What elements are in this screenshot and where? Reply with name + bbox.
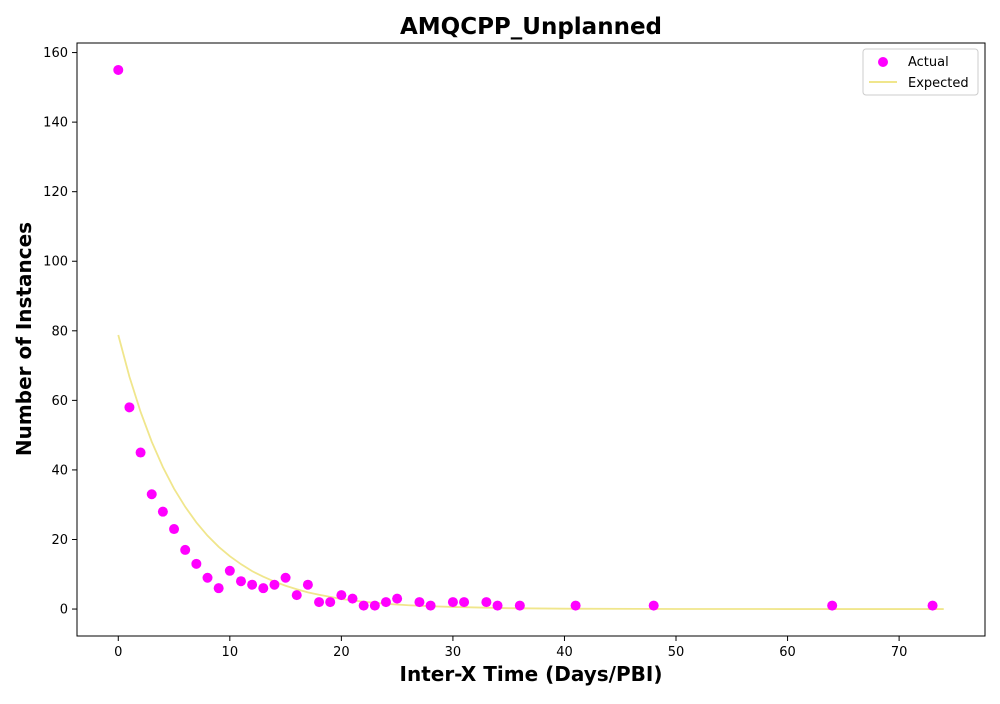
data-point: [425, 600, 436, 611]
y-tick-label: 100: [43, 255, 68, 270]
legend-expected-label: Expected: [908, 76, 969, 91]
data-point: [827, 600, 838, 611]
data-point: [325, 597, 336, 608]
x-tick-label: 20: [333, 645, 350, 660]
y-tick-label: 0: [60, 603, 68, 618]
data-point: [202, 572, 213, 583]
data-point: [347, 593, 358, 604]
data-point: [481, 597, 492, 608]
x-tick-label: 10: [222, 645, 239, 660]
y-tick-label: 20: [51, 533, 68, 548]
data-point: [180, 544, 191, 555]
data-point: [380, 597, 391, 608]
y-tick-label: 80: [51, 324, 68, 339]
data-point: [369, 600, 380, 611]
data-point: [358, 600, 369, 611]
data-point: [414, 597, 425, 608]
y-axis-label: Number of Instances: [12, 222, 36, 456]
series-layer: [113, 64, 944, 611]
y-axis: 0 20 40 60 80 100 120 140 160: [43, 46, 77, 618]
plot-area: [76, 42, 986, 637]
y-tick-label: 120: [43, 185, 68, 200]
data-point: [258, 583, 269, 594]
x-tick-label: 30: [445, 645, 462, 660]
chart-title: AMQCPP_Unplanned: [400, 14, 662, 40]
y-tick-label: 40: [51, 463, 68, 478]
data-point: [280, 572, 291, 583]
data-point: [459, 597, 470, 608]
x-tick-label: 60: [779, 645, 796, 660]
x-tick-label: 70: [891, 645, 908, 660]
data-point: [247, 579, 258, 590]
data-point: [169, 524, 180, 535]
data-point: [392, 593, 403, 604]
data-point: [291, 590, 302, 601]
data-point: [336, 590, 347, 601]
x-tick-label: 50: [668, 645, 685, 660]
y-tick-label: 60: [51, 394, 68, 409]
legend: Actual Expected: [862, 48, 979, 96]
data-point: [146, 489, 157, 500]
y-tick-label: 140: [43, 116, 68, 131]
data-point: [213, 583, 224, 594]
data-point: [269, 579, 280, 590]
data-point: [314, 597, 325, 608]
data-point: [191, 558, 202, 569]
legend-actual-marker: [878, 57, 888, 67]
data-point: [570, 600, 581, 611]
data-point: [492, 600, 503, 611]
data-point: [113, 64, 124, 75]
y-tick-label: 160: [43, 46, 68, 61]
legend-actual-label: Actual: [908, 55, 949, 70]
plot-frame: [76, 42, 986, 637]
data-point: [135, 447, 146, 458]
data-point: [124, 402, 135, 413]
x-tick-label: 0: [114, 645, 122, 660]
x-tick-label: 40: [556, 645, 573, 660]
data-point: [447, 597, 458, 608]
x-axis-label: Inter-X Time (Days/PBI): [400, 662, 663, 686]
data-point: [927, 600, 938, 611]
data-point: [235, 576, 246, 587]
data-point: [224, 565, 235, 576]
data-point: [302, 579, 313, 590]
data-point: [648, 600, 659, 611]
data-point: [514, 600, 525, 611]
x-axis: 0 10 20 30 40 50 60 70: [114, 636, 907, 660]
data-point: [157, 506, 168, 517]
legend-box: [862, 48, 979, 96]
